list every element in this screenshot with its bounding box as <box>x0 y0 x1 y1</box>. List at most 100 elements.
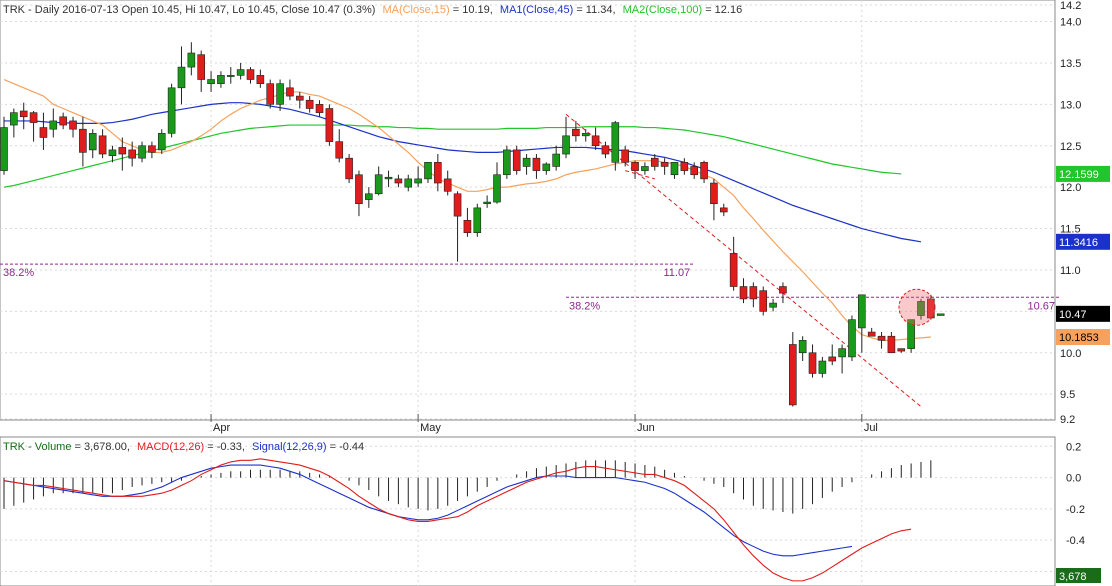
candle-body <box>936 313 945 316</box>
candle-body <box>917 301 925 316</box>
trendlines <box>565 113 922 407</box>
highlight-circle <box>898 288 936 326</box>
candle-body <box>719 207 728 213</box>
candle <box>315 100 324 117</box>
candle-body <box>128 149 136 159</box>
candle-body <box>424 162 432 180</box>
candle <box>276 79 284 111</box>
candle-body <box>49 120 58 130</box>
candle-body <box>749 286 758 300</box>
candle <box>473 203 482 237</box>
candle-body <box>148 145 156 153</box>
candle-body <box>434 162 442 184</box>
price-tick-label: 11.5 <box>1060 224 1081 236</box>
candle-body <box>217 75 225 84</box>
candle <box>108 145 117 163</box>
volume-badge-label: 3,678 <box>1059 571 1087 583</box>
candle <box>374 166 383 196</box>
candle-body <box>700 162 708 180</box>
candle <box>305 96 314 113</box>
candle <box>552 145 560 171</box>
price-badge: 10.47 <box>1056 305 1110 322</box>
ma45-line <box>4 102 922 243</box>
candle <box>88 129 97 159</box>
price-badge: 11.3416 <box>1056 233 1110 250</box>
candle-body <box>414 178 422 184</box>
candle <box>207 71 215 92</box>
macd-histogram <box>3 460 932 514</box>
candle <box>443 170 452 196</box>
price-header-prefix: TRK - Daily 2016-07-13 Open 10.45, Hi 10… <box>3 4 375 16</box>
price-tick-label: 10.0 <box>1060 348 1081 360</box>
candle-body <box>650 157 659 167</box>
indicator-tick-label: -0.2 <box>1066 504 1085 516</box>
price-badges: 12.1599 11.3416 10.47 10.1853 <box>1056 165 1110 346</box>
candle-body <box>562 135 570 155</box>
candle <box>907 319 915 353</box>
candle <box>710 178 718 221</box>
ma15-value: = 10.19, <box>453 4 493 16</box>
candle <box>936 313 945 316</box>
candle <box>680 158 689 175</box>
candle <box>788 332 797 407</box>
fib-right-label: 11.07 <box>663 267 690 279</box>
fib-right-label: 10.67 <box>1027 300 1055 312</box>
candle-body <box>207 79 215 84</box>
candle <box>779 282 787 304</box>
candle-body <box>276 83 284 105</box>
candle-body <box>69 120 77 130</box>
candle-body <box>88 133 97 151</box>
price-tick-label: 14.0 <box>1060 17 1081 29</box>
candle-body <box>463 219 472 233</box>
candle-body <box>828 356 837 362</box>
candle-body <box>660 162 669 167</box>
candle-body <box>798 340 807 354</box>
candle-body <box>522 157 531 167</box>
candle <box>0 116 8 175</box>
indicator-tick-label: -0.4 <box>1066 535 1085 547</box>
price-badge: 12.1599 <box>1056 165 1110 182</box>
trendline <box>625 170 655 180</box>
candle <box>217 71 225 88</box>
candle-body <box>443 178 452 192</box>
candle <box>621 145 629 167</box>
candle-body <box>29 112 38 123</box>
candle <box>226 67 235 84</box>
candle-body <box>788 344 797 406</box>
price-badge-bg <box>1056 165 1110 182</box>
candle-body <box>187 52 196 68</box>
candle-body <box>670 162 679 176</box>
price-tick-label: 9.2 <box>1060 414 1075 426</box>
candle <box>266 79 275 109</box>
candle <box>463 207 472 237</box>
candle-body <box>118 147 127 155</box>
candle-body <box>858 294 866 329</box>
candle-body <box>729 253 738 287</box>
candle <box>19 102 28 130</box>
candle <box>719 203 728 217</box>
price-tick-label: 14.2 <box>1060 0 1081 12</box>
candle <box>325 104 334 146</box>
candle-body <box>10 112 18 126</box>
price-tick-label: 12.5 <box>1060 141 1081 153</box>
fibonacci-lines: 38.2% 11.07 38.2% 10.67 <box>0 263 1060 312</box>
signal-line <box>3 464 853 557</box>
candle-body <box>877 335 886 341</box>
ma45-value: = 11.34, <box>576 4 615 16</box>
candle <box>611 120 620 171</box>
candle <box>39 112 48 150</box>
candle <box>542 162 551 175</box>
candle-body <box>601 145 610 155</box>
candle <box>660 158 669 175</box>
candle <box>858 294 866 353</box>
macd-value: = -0.33, <box>207 441 245 453</box>
candle-body <box>295 95 304 101</box>
candle-body <box>374 174 383 195</box>
candle <box>690 162 699 179</box>
candle <box>236 62 245 80</box>
candle-body <box>503 149 511 176</box>
candle <box>79 116 87 167</box>
candle-body <box>98 135 107 155</box>
candle <box>98 129 107 159</box>
price-grid <box>0 0 1055 586</box>
